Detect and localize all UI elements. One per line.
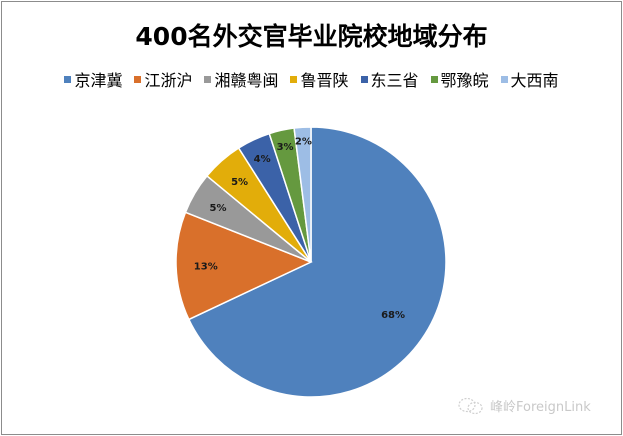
pie-slice <box>187 126 447 398</box>
legend-item: 江浙沪 <box>134 67 192 91</box>
legend-label: 大西南 <box>510 71 559 90</box>
legend-swatch <box>204 75 212 83</box>
legend-swatch <box>290 75 298 83</box>
legend-swatch <box>430 75 438 83</box>
legend-item: 湘赣粤闽 <box>204 67 278 91</box>
chart-legend: 京津冀 江浙沪 湘赣粤闽 鲁晋陕 东三省 鄂豫皖 大西南 <box>0 67 623 91</box>
legend-swatch <box>134 75 142 83</box>
legend-item: 东三省 <box>360 67 419 91</box>
slice-label: 4% <box>254 154 271 165</box>
legend-item: 京津冀 <box>64 67 122 91</box>
legend-swatch <box>64 75 72 83</box>
chart-title: 400名外交官毕业院校地域分布 <box>135 22 488 51</box>
legend-item: 大西南 <box>500 67 559 91</box>
slice-label: 13% <box>194 261 218 272</box>
legend-label: 鲁晋陕 <box>300 71 349 90</box>
legend-label: 鄂豫皖 <box>440 71 489 90</box>
watermark: 峰岭ForeignLink <box>458 396 591 415</box>
legend-label: 湘赣粤闽 <box>214 71 279 90</box>
legend-label: 东三省 <box>370 71 419 90</box>
wechat-icon <box>458 397 483 414</box>
legend-swatch <box>500 75 508 83</box>
slice-label: 68% <box>381 310 405 321</box>
legend-swatch <box>360 75 368 83</box>
slice-label: 3% <box>277 142 294 153</box>
pie-slice <box>293 126 312 263</box>
legend-item: 鲁晋陕 <box>290 67 349 91</box>
slice-label: 5% <box>231 177 248 188</box>
pie-slice <box>175 211 313 321</box>
legend-label: 京津冀 <box>74 71 123 90</box>
legend-label: 江浙沪 <box>144 71 193 90</box>
slice-label: 5% <box>210 203 227 214</box>
watermark-text: 峰岭ForeignLink <box>490 400 591 415</box>
slice-label: 2% <box>295 137 312 148</box>
legend-item: 鄂豫皖 <box>430 67 489 91</box>
